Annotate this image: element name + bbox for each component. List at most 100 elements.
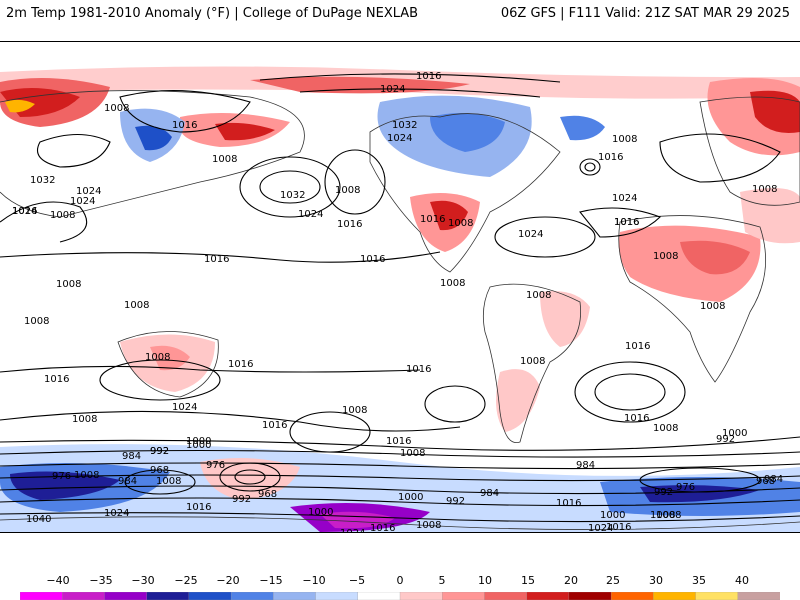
isobar-label: 976 bbox=[676, 482, 695, 493]
warm-anomaly-australia-core bbox=[150, 345, 190, 371]
isobar-line bbox=[0, 449, 800, 458]
colorbar-label: −25 bbox=[174, 574, 198, 587]
colorbar-segment bbox=[62, 592, 106, 600]
isobar-label: 1024 bbox=[380, 84, 405, 95]
isobar-labels: 1016 1024 1008 1032 1024 1008 1016 1008 … bbox=[12, 71, 783, 532]
colorbar-label: −30 bbox=[131, 574, 155, 587]
isobar-label: 1008 bbox=[335, 185, 360, 196]
isobar-line bbox=[0, 201, 88, 243]
isobar-label: 976 bbox=[206, 460, 225, 471]
isobar-label: 1024 bbox=[12, 206, 37, 217]
warm-anomaly-us-core bbox=[430, 200, 468, 231]
isobar-ring bbox=[124, 469, 196, 495]
isobar-label: 968 bbox=[150, 465, 169, 476]
isobar-line bbox=[119, 90, 251, 133]
colorbar-label: 20 bbox=[564, 574, 578, 587]
colorbar-label: −20 bbox=[216, 574, 240, 587]
isobar-label: 1008 bbox=[752, 184, 777, 195]
isobar-label: 1000 bbox=[722, 428, 747, 439]
colorbar-label: −35 bbox=[89, 574, 113, 587]
isobar-line bbox=[0, 462, 800, 470]
isobar-ring bbox=[494, 216, 596, 258]
isobar-label: 1016 bbox=[204, 254, 229, 265]
isobar-label: 1016 bbox=[614, 217, 639, 228]
isobar-label: 1024 bbox=[298, 209, 323, 220]
isobar-label: 1016 bbox=[624, 413, 649, 424]
isobar-ring bbox=[584, 162, 596, 172]
isobar-ring bbox=[424, 385, 486, 423]
isobar-ring bbox=[324, 149, 386, 215]
warm-anomaly-mideast bbox=[740, 188, 800, 244]
isobar-ring bbox=[639, 467, 761, 493]
colorbar-label: 10 bbox=[478, 574, 492, 587]
isobar-label: 1000 bbox=[308, 507, 333, 518]
isobar-line bbox=[0, 251, 441, 263]
isobar-line bbox=[659, 133, 781, 183]
map-title: 2m Temp 1981-2010 Anomaly (°F) | College… bbox=[6, 6, 419, 21]
isobar-label: 1000 bbox=[186, 440, 211, 451]
colorbar bbox=[20, 592, 780, 600]
colorbar-label: 5 bbox=[438, 574, 446, 587]
isobar-label: 1008 bbox=[440, 278, 465, 289]
isobar-label: 1024 bbox=[612, 193, 637, 204]
model-run-info: 06Z GFS | F111 Valid: 21Z SAT MAR 29 202… bbox=[500, 6, 790, 21]
colorbar-label: 30 bbox=[649, 574, 663, 587]
isobar-label: 1016 bbox=[606, 522, 631, 532]
isobar-label: 1008 bbox=[656, 510, 681, 521]
cold-anomaly-southern-deep-west bbox=[10, 471, 120, 500]
header: 2m Temp 1981-2010 Anomaly (°F) | College… bbox=[0, 0, 800, 28]
isobar-label: 1024 bbox=[340, 528, 365, 532]
isobar-line bbox=[0, 365, 421, 373]
anomaly-map: 1016 1024 1008 1032 1024 1008 1016 1008 … bbox=[0, 42, 800, 532]
colorbar-segment bbox=[653, 592, 697, 600]
colorbar-segment bbox=[695, 592, 739, 600]
coastline-australia bbox=[117, 331, 219, 398]
colorbar-segment bbox=[188, 592, 232, 600]
isobar-label: 1016 bbox=[556, 498, 581, 509]
isobar-label: 1016 bbox=[12, 206, 37, 217]
isobar-label: 992 bbox=[150, 446, 169, 457]
isobar-label: 1008 bbox=[653, 251, 678, 262]
warm-anomaly-russia-hot bbox=[5, 99, 35, 113]
colorbar-labels: −40 −35 −30 −25 −20 −15 −10 −5 0 5 10 15… bbox=[0, 574, 800, 588]
colorbar-segment bbox=[526, 592, 570, 600]
isobar-label: 1016 bbox=[262, 420, 287, 431]
cold-anomaly-greenland bbox=[560, 115, 605, 141]
isobar-label: 1016 bbox=[370, 523, 395, 532]
isobar-label: 1008 bbox=[526, 290, 551, 301]
cold-anomaly-southern-ocean bbox=[0, 444, 800, 532]
isobar-label: 1016 bbox=[420, 214, 445, 225]
isobar-label: 1024 bbox=[76, 186, 101, 197]
cold-anomaly-canada-core bbox=[430, 113, 505, 152]
isobar-label: 1016 bbox=[360, 254, 385, 265]
colorbar-segment bbox=[568, 592, 612, 600]
isobar-line bbox=[0, 512, 800, 523]
colorbar-segment bbox=[146, 592, 190, 600]
coastline-europe bbox=[699, 96, 800, 206]
colorbar-label: 25 bbox=[606, 574, 620, 587]
cold-anomaly-southern-east-core bbox=[640, 485, 760, 503]
isobar-ring bbox=[99, 359, 221, 401]
colorbar-segment bbox=[484, 592, 528, 600]
isobar-label: 1024 bbox=[104, 508, 129, 519]
isobar-label: 1016 bbox=[44, 374, 69, 385]
cold-anomaly-alaska-core bbox=[135, 125, 172, 151]
isobar-label: 1008 bbox=[448, 218, 473, 229]
isobar-label: 1008 bbox=[156, 476, 181, 487]
isobar-label: 1000 bbox=[186, 436, 211, 447]
isobar-label: 992 bbox=[716, 434, 735, 445]
isobar-label: 1016 bbox=[614, 217, 639, 228]
isobar-ring bbox=[234, 469, 266, 485]
isobar-label: 1008 bbox=[50, 210, 75, 221]
isobar-ring bbox=[259, 170, 321, 204]
isobar-label: 1032 bbox=[280, 190, 305, 201]
isobar-label: 1032 bbox=[392, 120, 417, 131]
colorbar-segment bbox=[610, 592, 654, 600]
isobar-ring bbox=[219, 462, 281, 492]
isobar-label: 1008 bbox=[650, 510, 675, 521]
colorbar-segment bbox=[315, 592, 359, 600]
isobar-label: 1040 bbox=[26, 514, 51, 525]
isobar-label: 1024 bbox=[70, 196, 95, 207]
colorbar-segment bbox=[20, 592, 63, 600]
isobar-label: 1016 bbox=[337, 219, 362, 230]
